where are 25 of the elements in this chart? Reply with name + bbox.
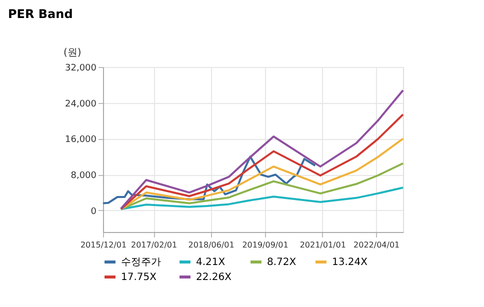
- x-tick-label: 2015/12/01: [80, 240, 127, 250]
- x-tick-label: 2019/09/01: [242, 240, 288, 250]
- y-tick-label: 16,000: [65, 135, 97, 146]
- y-tick-label: 8,000: [70, 171, 97, 182]
- legend-label: 수정주가: [121, 257, 161, 268]
- x-tick-label: 2021/01/01: [300, 240, 346, 250]
- line-series: [120, 162, 404, 210]
- line-series: [102, 156, 316, 204]
- legend-label: 22.26X: [196, 272, 232, 283]
- y-tick-label: 32,000: [65, 64, 97, 74]
- x-tick-label: 2022/04/01: [354, 240, 400, 250]
- y-axis-title: (원): [64, 48, 82, 58]
- line-series: [120, 138, 404, 210]
- y-tick-label: 24,000: [65, 99, 97, 110]
- legend-label: 4.21X: [196, 257, 226, 268]
- legend-label: 13.24X: [332, 257, 368, 268]
- legend-label: 8.72X: [267, 257, 296, 268]
- x-tick-label: 2017/02/01: [130, 240, 178, 250]
- y-tick-label: 0: [90, 206, 97, 217]
- line-series: [120, 186, 404, 210]
- legend-label: 17.75X: [121, 272, 157, 283]
- chart-title: PER Band: [8, 7, 73, 21]
- line-series: [120, 89, 404, 210]
- x-tick-label: 2018/06/01: [188, 240, 234, 250]
- line-series: [120, 114, 404, 210]
